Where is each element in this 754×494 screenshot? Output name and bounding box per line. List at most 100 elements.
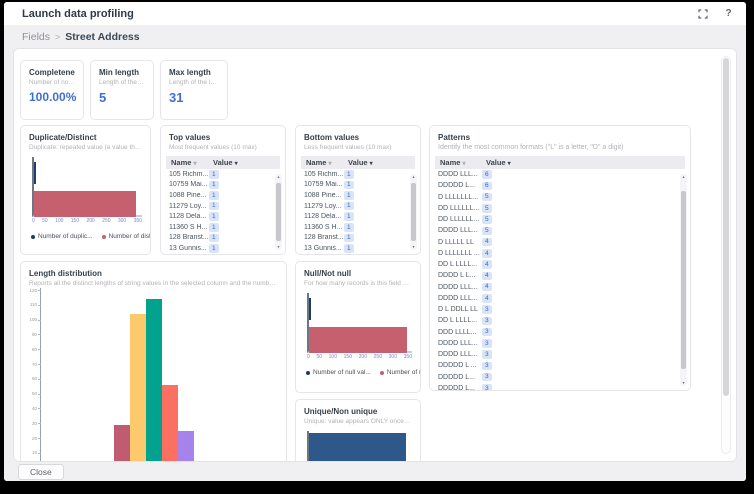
table-row[interactable]: 10759 Mai... 1 (169, 180, 277, 191)
value-name: 11279 Loy... (304, 202, 342, 210)
value-name: 11279 Loy... (169, 202, 207, 210)
table-row[interactable]: DDDD LLL... 4 (438, 282, 682, 293)
value-count-badge: 4 (482, 282, 492, 292)
panel-scrollbar-thumb[interactable] (723, 58, 729, 396)
table-row[interactable]: 11360 S H... 1 (169, 222, 277, 233)
table-row[interactable]: DDDDD L... 6 (438, 180, 682, 191)
breadcrumb-fields[interactable]: Fields (22, 30, 51, 43)
value-name: DDDD LLL... (438, 227, 478, 235)
x-tick: 300 (388, 354, 397, 360)
column-header-name[interactable]: Name (171, 158, 213, 167)
scrollbar-thumb[interactable] (276, 183, 281, 241)
table-row[interactable]: DD LLLLLL... 5 (438, 214, 682, 225)
value-count-badge: 1 (344, 191, 354, 200)
table-row[interactable]: D L DDLL LL 3 (438, 304, 682, 315)
table-row[interactable]: DD L LLLL... 4 (438, 259, 682, 270)
table-row[interactable]: 13 Gunnis... 1 (169, 243, 277, 254)
bar (114, 424, 130, 461)
value-name: 1088 Pine... (304, 191, 342, 199)
column-header-value[interactable]: Value (348, 158, 373, 167)
table-row[interactable]: D LLLLLLL ... 4 (438, 248, 682, 259)
profiling-dialog: Launch data profiling ? Fields > Street … (4, 2, 746, 481)
scroll-up-icon[interactable] (682, 175, 684, 179)
bar (162, 384, 178, 461)
value-name: DDDD LLL... (438, 294, 478, 302)
scrollbar-thumb[interactable] (411, 183, 416, 241)
table-scrollbar[interactable] (410, 174, 417, 250)
scroll-up-icon[interactable] (277, 175, 279, 179)
bar (130, 313, 146, 461)
table-row[interactable]: DDDD LLL... 3 (438, 349, 682, 360)
table-row[interactable]: DDD LLLL... 3 (438, 327, 682, 338)
table-row[interactable]: 128 Branst... 1 (169, 233, 277, 244)
scroll-down-icon[interactable] (682, 381, 684, 385)
sort-icon (328, 158, 331, 167)
card-subtitle: Less frequent values (10 max) (304, 144, 392, 151)
value-name: 13 Gunnis... (169, 244, 207, 252)
table-row[interactable]: DDDD LLL... 6 (438, 169, 682, 180)
table-row[interactable]: DD LLLLLL... 5 (438, 203, 682, 214)
bottom-values-list: 105 Richm... 1 10759 Mai... 1 1088 Pine... 1 1… (304, 169, 412, 255)
x-tick: 350 (403, 354, 412, 360)
bar (34, 191, 136, 217)
table-row[interactable]: 11279 Loy... 1 (169, 201, 277, 212)
x-tick: 300 (117, 218, 127, 224)
card-title: Top values (169, 133, 211, 142)
value-name: DD L LLLL... (438, 261, 478, 269)
help-icon[interactable]: ? (725, 8, 732, 19)
table-row[interactable]: DD L LLLL... 3 (438, 315, 682, 326)
length-distribution-chart: 10 20 30 40 50 60 70 80 90 100 110 120 (22, 288, 285, 461)
table-row[interactable]: 128 Branst... 1 (304, 233, 412, 244)
close-button[interactable]: Close (18, 463, 64, 480)
table-row[interactable]: 105 Richm... 1 (304, 169, 412, 180)
patterns-card: Patterns Identify the most common format… (429, 125, 691, 391)
card-title: Duplicate/Distinct (29, 133, 97, 142)
card-title: Bottom values (304, 133, 360, 142)
column-header-name[interactable]: Name (440, 158, 486, 167)
table-row[interactable]: DDDD LLL... 3 (438, 338, 682, 349)
x-tick: 0 (32, 218, 35, 224)
table-row[interactable]: 1088 Pine... 1 (169, 190, 277, 201)
table-row[interactable]: DDDD LLL... 5 (438, 225, 682, 236)
panel-scrollbar[interactable] (721, 56, 731, 454)
scrollbar-thumb[interactable] (681, 191, 686, 369)
table-row[interactable]: 105 Richm... 1 (169, 169, 277, 180)
column-header-value[interactable]: Value (486, 158, 511, 167)
value-count-badge: 5 (482, 204, 492, 213)
length-distribution-card: Length distribution Reports all the dist… (20, 261, 287, 461)
table-row[interactable]: DDDDD L... 3 (438, 383, 682, 390)
table-row[interactable]: DDDDD L... 3 (438, 372, 682, 383)
value-count-badge: 1 (209, 191, 219, 200)
table-row[interactable]: 11360 S H... 1 (304, 222, 412, 233)
table-row[interactable]: 10759 Mai... 1 (304, 180, 412, 191)
column-header-name[interactable]: Name (306, 158, 348, 167)
table-row[interactable]: 1 (169, 254, 277, 255)
table-row[interactable]: 13 Gunnis... 1 (304, 243, 412, 254)
table-row[interactable]: 11279 Loy... 1 (304, 201, 412, 212)
table-row[interactable]: DDDD LLL... 4 (438, 293, 682, 304)
table-row[interactable]: D LLLLL LL 4 (438, 237, 682, 248)
table-row[interactable]: 1088 Pine... 1 (304, 190, 412, 201)
table-row[interactable]: DDDDD L ... 3 (438, 360, 682, 371)
y-tick: 50 (31, 391, 37, 397)
scroll-down-icon[interactable] (277, 245, 279, 249)
table-row[interactable]: 1128 Dela... 1 (304, 211, 412, 222)
table-row[interactable]: 1 (304, 254, 412, 255)
x-tick: 150 (343, 354, 352, 360)
table-row[interactable]: 1128 Dela... 1 (169, 211, 277, 222)
scroll-down-icon[interactable] (412, 245, 414, 249)
table-scrollbar[interactable] (680, 174, 687, 386)
x-tick: 50 (42, 218, 48, 224)
y-tick: 20 (31, 435, 37, 441)
x-axis-ticks: 0 50 100 150 200 250 300 350 (32, 217, 142, 224)
value-count-badge: 5 (482, 192, 492, 202)
table-row[interactable]: DDDD L L... 4 (438, 270, 682, 281)
x-tick: 50 (316, 354, 322, 360)
table-row[interactable]: D LLLLLLL... 5 (438, 192, 682, 203)
value-count-badge: 1 (344, 201, 354, 211)
column-header-value[interactable]: Value (213, 158, 238, 167)
sort-icon (462, 158, 465, 167)
fullscreen-icon[interactable] (697, 8, 708, 19)
scroll-up-icon[interactable] (412, 175, 414, 179)
table-scrollbar[interactable] (275, 174, 282, 250)
